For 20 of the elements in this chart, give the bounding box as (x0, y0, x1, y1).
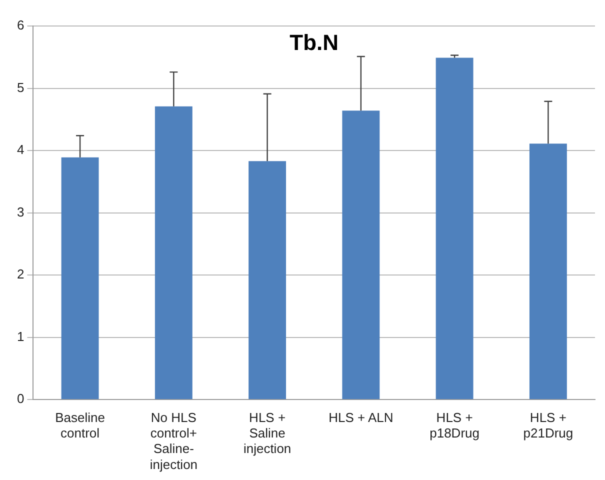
x-tick-label: HLS + p21Drug (523, 410, 574, 441)
y-tick-label: 6 (16, 18, 24, 33)
bar (154, 106, 192, 400)
y-tick-label: 3 (16, 204, 24, 220)
y-tick-label: 0 (16, 391, 24, 406)
bar (61, 157, 99, 400)
chart-title: Tb.N (290, 30, 339, 56)
x-tick-label: Baseline control (55, 410, 105, 441)
y-tick-label: 5 (16, 80, 24, 95)
bar (436, 58, 474, 400)
y-tick-label: 4 (16, 142, 24, 158)
bar (342, 110, 380, 400)
x-tick-label: HLS + Saline injection (243, 410, 292, 456)
x-tick-label: No HLS control+ Saline-injection (150, 410, 198, 472)
y-tick-label: 2 (16, 266, 24, 282)
x-tick-label: HLS + p18Drug (430, 410, 480, 441)
x-tick-label: HLS + ALN (328, 410, 394, 425)
bar (248, 161, 286, 400)
y-tick-label: 1 (16, 328, 24, 344)
bar (529, 144, 567, 400)
